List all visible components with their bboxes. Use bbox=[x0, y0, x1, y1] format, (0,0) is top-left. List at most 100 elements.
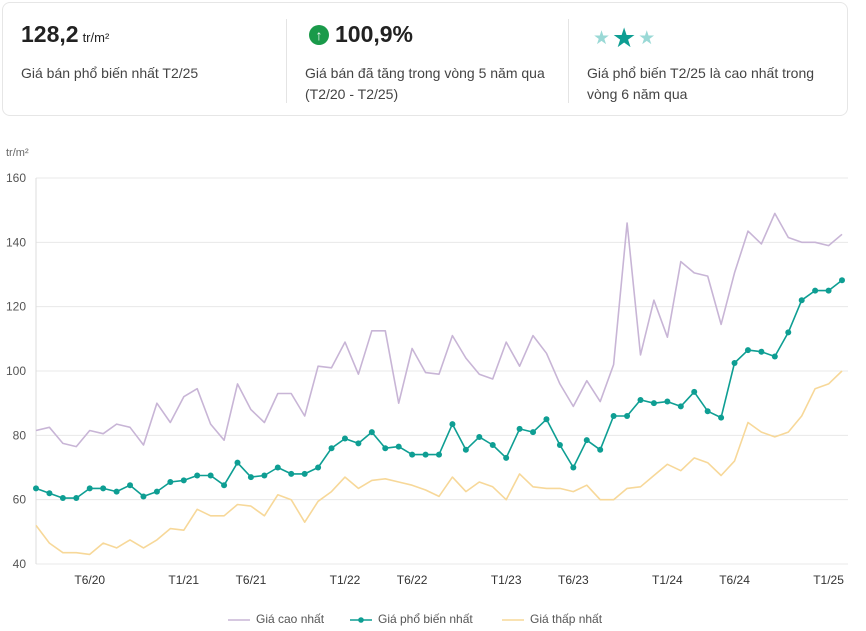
data-point-common bbox=[409, 451, 416, 458]
data-point-common bbox=[489, 441, 496, 448]
data-point-common bbox=[140, 493, 147, 500]
data-point-common bbox=[247, 474, 254, 481]
y-tick-label: 60 bbox=[13, 493, 27, 507]
data-point-common bbox=[839, 277, 845, 284]
data-point-common bbox=[731, 359, 738, 366]
stat-price-value-row: 128,2 tr/m² bbox=[21, 21, 109, 48]
x-tick-label: T1/25 bbox=[813, 573, 844, 587]
stat-price-unit: tr/m² bbox=[82, 30, 110, 45]
grid-layer bbox=[36, 177, 848, 565]
legend-label-high: Giá cao nhất bbox=[256, 612, 325, 626]
stat-divider bbox=[286, 19, 287, 103]
data-point-common bbox=[100, 485, 107, 492]
data-point-common bbox=[583, 437, 590, 444]
data-point-common bbox=[59, 495, 66, 502]
data-point-common bbox=[194, 472, 201, 479]
data-point-common bbox=[301, 470, 308, 477]
stat-price-value: 128,2 bbox=[21, 21, 79, 47]
x-tick-label: T6/23 bbox=[558, 573, 589, 587]
data-point-common bbox=[234, 459, 241, 466]
x-tick-label: T6/21 bbox=[236, 573, 267, 587]
data-point-common bbox=[274, 464, 281, 471]
stat-growth-value: 100,9% bbox=[335, 21, 414, 47]
stat-growth-desc: Giá bán đã tăng trong vòng 5 năm qua (T2… bbox=[305, 65, 545, 102]
y-tick-label: 40 bbox=[13, 557, 27, 571]
y-tick-label: 140 bbox=[6, 235, 26, 249]
star-icon: ★ bbox=[638, 28, 656, 49]
data-point-common bbox=[597, 446, 604, 453]
data-point-common bbox=[744, 347, 751, 354]
data-point-common bbox=[315, 464, 322, 471]
star-icon: ★ bbox=[593, 28, 611, 49]
data-point-common bbox=[328, 445, 335, 452]
data-point-common bbox=[436, 451, 442, 458]
data-point-common bbox=[288, 470, 295, 477]
stats-panel: 128,2 tr/m² Giá bán phổ biến nhất T2/25 ↑… bbox=[2, 2, 848, 116]
data-point-common bbox=[825, 287, 832, 294]
data-point-common bbox=[677, 403, 684, 410]
data-point-common bbox=[543, 416, 550, 423]
chart-legend: Giá cao nhất Giá phổ biến nhất Giá thấp … bbox=[0, 612, 866, 630]
legend-item-common[interactable]: Giá phổ biến nhất bbox=[350, 612, 473, 626]
stat-divider bbox=[568, 19, 569, 103]
y-tick-label: 160 bbox=[6, 171, 26, 185]
data-point-common bbox=[395, 443, 402, 450]
data-point-common bbox=[798, 297, 805, 304]
arrow-up-icon: ↑ bbox=[309, 25, 329, 45]
data-point-common bbox=[355, 440, 362, 447]
data-point-common bbox=[368, 429, 375, 436]
data-point-common bbox=[812, 287, 819, 294]
data-point-common bbox=[664, 398, 671, 405]
y-tick-label: 120 bbox=[6, 300, 26, 314]
stat-growth: ↑ 100,9% Giá bán đã tăng trong vòng 5 nă… bbox=[305, 3, 555, 115]
data-point-common bbox=[691, 388, 698, 395]
legend-item-high[interactable]: Giá cao nhất bbox=[228, 612, 324, 626]
data-point-common bbox=[449, 421, 456, 428]
legend-label-low: Giá thấp nhất bbox=[530, 612, 603, 626]
data-point-common bbox=[637, 396, 644, 403]
data-point-common bbox=[86, 485, 93, 492]
data-point-common bbox=[516, 425, 523, 432]
series-line-common bbox=[35, 279, 843, 499]
stat-common-price: 128,2 tr/m² Giá bán phổ biến nhất T2/25 bbox=[21, 3, 271, 115]
x-tick-label: T1/21 bbox=[168, 573, 199, 587]
data-point-common bbox=[221, 482, 228, 489]
data-point-common bbox=[503, 454, 510, 461]
data-point-common bbox=[113, 488, 120, 495]
data-point-common bbox=[476, 433, 483, 440]
data-point-common bbox=[610, 413, 617, 420]
data-point-common bbox=[556, 441, 563, 448]
x-tick-label: T1/24 bbox=[652, 573, 683, 587]
y-tick-label: 100 bbox=[6, 364, 26, 378]
data-point-common bbox=[570, 464, 577, 471]
data-point-common bbox=[462, 446, 469, 453]
data-point-common bbox=[650, 400, 657, 407]
price-line-chart: 40 60 80 100 120 140 160 T6/20 T1/21 T6/21 T1/22 T6… bbox=[6, 147, 848, 587]
data-point-common bbox=[180, 477, 187, 484]
data-point-common bbox=[167, 478, 174, 485]
x-tick-label: T1/22 bbox=[330, 573, 361, 587]
data-point-common bbox=[33, 485, 39, 492]
data-point-common bbox=[127, 482, 134, 489]
data-point-common bbox=[771, 353, 778, 360]
stars-icon: ★★ ★ bbox=[593, 23, 655, 54]
stat-rank-desc: Giá phổ biến T2/25 là cao nhất trong vòn… bbox=[587, 65, 815, 102]
legend-item-low[interactable]: Giá thấp nhất bbox=[502, 612, 602, 626]
y-axis-label: tr/m² bbox=[6, 147, 29, 159]
data-point-common bbox=[624, 413, 631, 420]
data-point-common bbox=[704, 408, 711, 415]
series-line-high bbox=[35, 212, 843, 448]
x-tick-label: T1/23 bbox=[491, 573, 522, 587]
x-tick-label: T6/22 bbox=[397, 573, 428, 587]
series-line-low bbox=[35, 370, 843, 556]
data-point-common bbox=[207, 472, 214, 479]
data-point-common bbox=[758, 348, 765, 355]
x-tick-label: T6/24 bbox=[719, 573, 750, 587]
series-layer bbox=[33, 212, 845, 556]
stat-price-desc: Giá bán phổ biến nhất T2/25 bbox=[21, 65, 199, 81]
data-point-common bbox=[73, 495, 80, 502]
legend-label-common: Giá phổ biến nhất bbox=[378, 612, 473, 626]
data-point-common bbox=[153, 488, 160, 495]
y-tick-label: 80 bbox=[13, 428, 27, 442]
axis-layer: 40 60 80 100 120 140 160 T6/20 T1/21 T6/21 T1/22 T6… bbox=[6, 171, 844, 587]
